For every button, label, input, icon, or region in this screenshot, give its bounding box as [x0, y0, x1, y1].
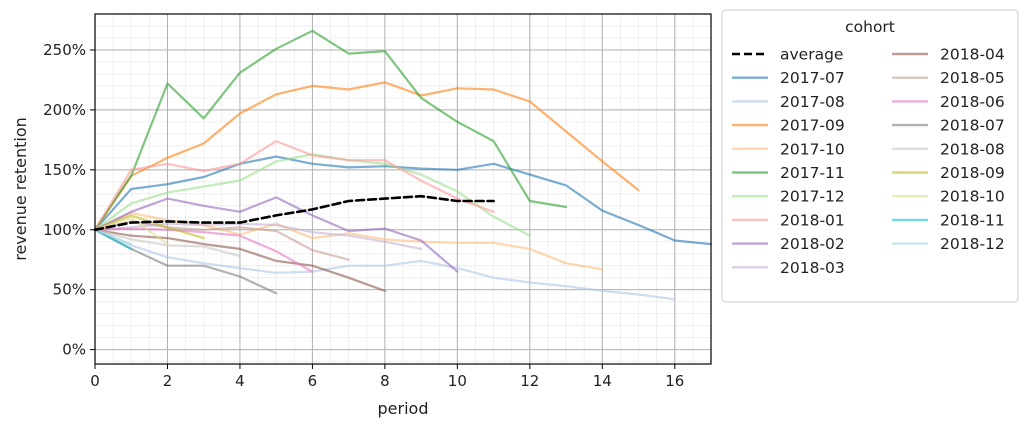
series-line-2017-11	[93, 29, 568, 231]
x-tick-label: 6	[308, 372, 318, 390]
legend-title: cohort	[845, 18, 895, 36]
legend-label-2018-12: 2018-12	[940, 235, 1005, 253]
legend-label-2017-08: 2017-08	[780, 93, 845, 111]
legend-label-2017-09: 2017-09	[780, 117, 845, 135]
legend-label-2017-10: 2017-10	[780, 140, 845, 158]
series-line-2018-08	[93, 228, 241, 258]
series-line-2018-06	[93, 227, 314, 273]
axis-ticks: 0 2 4 6 8 10 12 14 16 0% 50% 100% 150% 200% 250%	[43, 41, 684, 390]
x-axis-title: period	[378, 399, 429, 418]
series-line-2018-03	[93, 222, 423, 250]
grid	[94, 14, 712, 364]
legend-label-average: average	[780, 46, 843, 64]
series-line-2018-01	[93, 140, 495, 231]
legend-label-2018-02: 2018-02	[780, 235, 845, 253]
legend-label-2018-04: 2018-04	[940, 46, 1005, 64]
x-tick-label: 12	[520, 372, 539, 390]
y-tick-label: 0%	[62, 341, 86, 359]
series-line-2018-04	[93, 228, 386, 292]
legend-label-2017-11: 2017-11	[780, 164, 845, 182]
legend-label-2018-09: 2018-09	[940, 164, 1005, 182]
x-tick-label: 4	[235, 372, 245, 390]
series-line-2018-10	[93, 216, 169, 246]
x-tick-label: 8	[380, 372, 390, 390]
x-tick-label: 16	[665, 372, 684, 390]
y-tick-label: 250%	[43, 41, 86, 59]
legend-label-2018-11: 2018-11	[940, 211, 1005, 229]
y-tick-label: 200%	[43, 101, 86, 119]
series-line-2018-12	[93, 228, 133, 246]
y-axis-title: revenue retention	[11, 117, 30, 261]
series-line-average	[93, 194, 495, 232]
y-tick-label: 50%	[53, 281, 86, 299]
legend-label-2018-05: 2018-05	[940, 69, 1005, 87]
plot-frame	[94, 13, 712, 365]
series-line-2017-12	[93, 153, 531, 237]
series-lines	[93, 29, 713, 301]
legend-label-2018-08: 2018-08	[940, 140, 1005, 158]
legend: cohort average 2017-07 2017-08 2017-09 2017-…	[721, 9, 1019, 303]
series-line-2017-08	[93, 228, 676, 301]
legend-label-2018-06: 2018-06	[940, 93, 1005, 111]
series-line-2018-02	[93, 196, 459, 273]
legend-label-2017-12: 2017-12	[780, 188, 845, 206]
legend-frame	[721, 9, 1019, 303]
x-tick-label: 0	[90, 372, 100, 390]
x-tick-label: 10	[448, 372, 467, 390]
legend-label-2018-07: 2018-07	[940, 117, 1005, 135]
legend-label-2017-07: 2017-07	[780, 69, 845, 87]
series-line-2017-09	[93, 81, 640, 231]
x-tick-label: 2	[163, 372, 173, 390]
x-tick-label: 14	[593, 372, 612, 390]
legend-label-2018-10: 2018-10	[940, 188, 1005, 206]
legend-label-2018-03: 2018-03	[780, 259, 845, 277]
series-line-2017-07	[93, 155, 713, 246]
y-tick-label: 100%	[43, 221, 86, 239]
legend-items: average 2017-07 2017-08 2017-09 2017-10 2017-…	[732, 46, 1005, 277]
legend-label-2018-01: 2018-01	[780, 211, 845, 229]
y-tick-label: 150%	[43, 161, 86, 179]
